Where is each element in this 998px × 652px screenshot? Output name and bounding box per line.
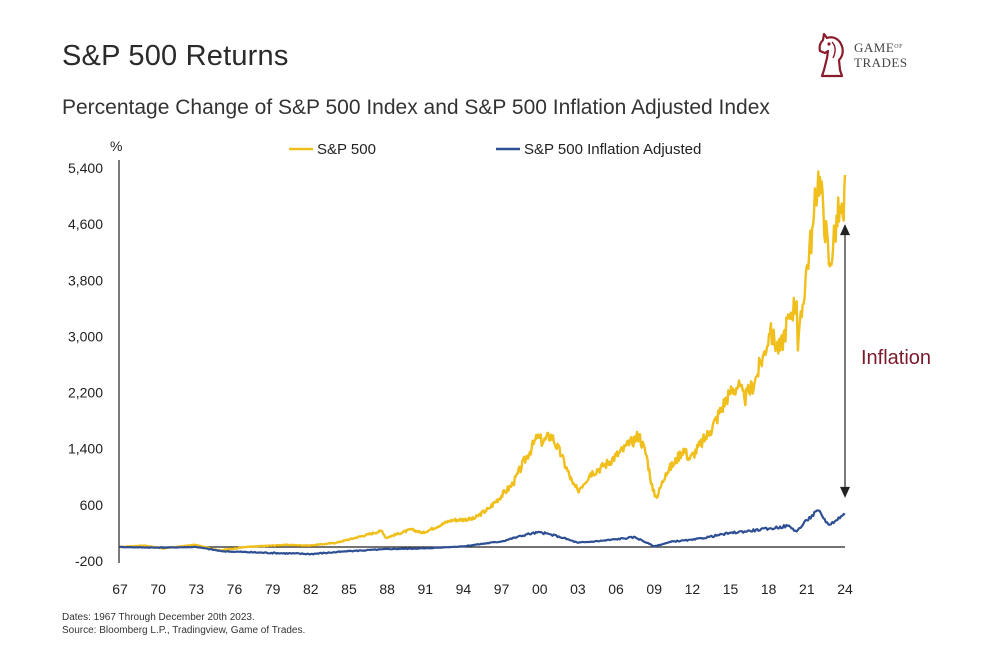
legend-label: S&P 500	[317, 141, 376, 158]
footer-source: Source: Bloomberg L.P., Tradingview, Gam…	[62, 625, 306, 636]
y-tick-label: 5,400	[68, 160, 103, 176]
inflation-annotation: Inflation	[840, 224, 931, 498]
x-tick-label: 97	[494, 581, 510, 597]
x-tick-label: 79	[265, 581, 281, 597]
x-tick-label: 88	[379, 581, 395, 597]
chart-subtitle: Percentage Change of S&P 500 Index and S…	[62, 96, 770, 119]
series-lines	[119, 170, 847, 556]
x-tick-label: 21	[799, 581, 815, 597]
x-axis: 67 70 73 76 79 82 85 88 91 94 97 00 03 06 09 12 15 18 21 24	[112, 546, 853, 597]
x-tick-label: 12	[685, 581, 701, 597]
series-line-sp500	[119, 170, 847, 552]
x-tick-label: 85	[341, 581, 357, 597]
chart-title: S&P 500 Returns	[62, 40, 289, 72]
footer-dates: Dates: 1967 Through December 20th 2023.	[62, 612, 255, 623]
series-line-inflation-adjusted	[119, 509, 846, 556]
x-tick-label: 03	[570, 581, 586, 597]
y-tick-label: 2,200	[68, 385, 103, 401]
y-tick-label: 600	[80, 497, 104, 513]
y-tick-label: 1,400	[68, 441, 103, 457]
x-tick-label: 15	[723, 581, 739, 597]
knight-chess-icon	[818, 32, 844, 78]
x-tick-label: 06	[608, 581, 624, 597]
legend-label: S&P 500 Inflation Adjusted	[524, 141, 701, 158]
y-tick-label: 4,600	[68, 216, 103, 232]
chart-footer: Dates: 1967 Through December 20th 2023. …	[62, 611, 305, 637]
game-of-trades-logo: GAMEOF TRADES	[814, 30, 924, 80]
x-tick-label: 18	[761, 581, 777, 597]
y-tick-label: -200	[75, 553, 103, 569]
x-tick-label: 73	[189, 581, 205, 597]
y-tick-label: 3,000	[68, 328, 103, 344]
x-tick-label: 91	[417, 581, 433, 597]
x-tick-label: 70	[150, 581, 166, 597]
x-tick-label: 09	[646, 581, 662, 597]
arrow-head-down	[840, 486, 850, 498]
x-tick-label: 76	[227, 581, 243, 597]
x-tick-label: 00	[532, 581, 548, 597]
x-tick-label: 82	[303, 581, 319, 597]
x-tick-label: 24	[837, 581, 853, 597]
logo-wordmark: GAMEOF TRADES	[854, 40, 908, 70]
y-axis-unit-label: %	[110, 138, 122, 154]
y-tick-label: 3,800	[68, 272, 103, 288]
logo-line1-small: OF	[894, 44, 903, 50]
y-axis: % -200 600 1,400 2,200 3,000 3,800 4,600 5,400	[68, 138, 123, 569]
x-tick-label: 67	[112, 581, 128, 597]
legend: S&P 500 S&P 500 Inflation Adjusted	[289, 141, 701, 158]
logo-line2: TRADES	[854, 55, 908, 70]
x-tick-label: 94	[456, 581, 472, 597]
arrow-head-up	[840, 224, 850, 236]
logo-line1: GAME	[854, 40, 895, 55]
inflation-annotation-label: Inflation	[861, 347, 931, 369]
